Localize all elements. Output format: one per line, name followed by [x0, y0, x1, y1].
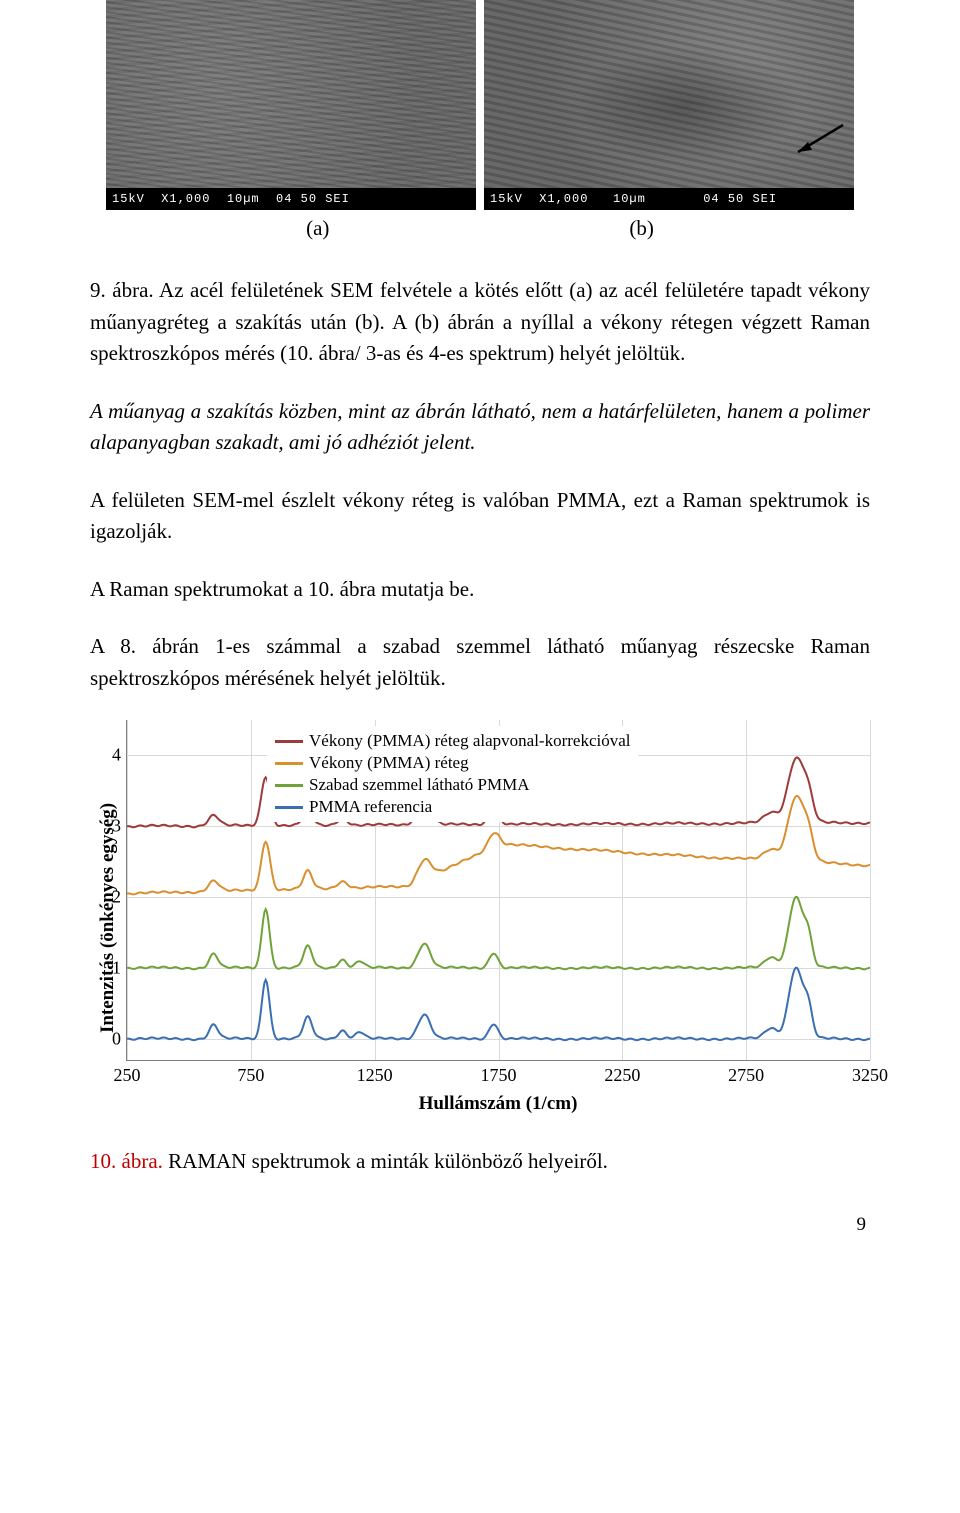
sem-texture	[484, 0, 854, 210]
text: 1-es számmal a szabad szemmel látható mű…	[90, 634, 870, 690]
legend-label: PMMA referencia	[309, 796, 432, 818]
paragraph: A felületen SEM-mel észlelt vékony réteg…	[90, 485, 870, 548]
chart-legend: Vékony (PMMA) réteg alapvonal-korrekcióv…	[267, 726, 638, 822]
page-number: 9	[90, 1214, 870, 1236]
fig9-caption: 9. ábra. Az acél felületének SEM felvéte…	[90, 275, 870, 370]
text: RAMAN spektrumok a minták különböző hely…	[163, 1149, 608, 1173]
paragraph: A Raman spektrumokat a 10. ábra mutatja …	[90, 574, 870, 606]
text: / 3-as és 4-es spektrum) helyét jelöltük…	[355, 341, 686, 365]
sem-info-bar-b: 15kV X1,000 10µm 04 50 SEI	[484, 188, 854, 210]
spectrum-line	[127, 968, 870, 1040]
raman-chart: Intenzitás (önkényes egység) Vékony (PMM…	[90, 720, 870, 1115]
sem-texture	[106, 0, 476, 210]
sem-image-a: 15kV X1,000 10µm 04 50 SEI	[106, 0, 476, 210]
y-tick-label: 1	[93, 957, 121, 978]
x-tick-label: 1750	[481, 1065, 517, 1086]
fig-label: 9. ábra.	[90, 278, 154, 302]
arrow-annotation: 2.	[788, 120, 848, 160]
fig10-caption: 10. ábra. RAMAN spektrumok a minták külö…	[90, 1149, 870, 1174]
y-tick-label: 2	[93, 887, 121, 908]
sem-image-b: 2. 15kV X1,000 10µm 04 50 SEI	[484, 0, 854, 210]
gridline	[870, 720, 871, 1060]
x-axis-label: Hullámszám (1/cm)	[126, 1093, 870, 1115]
y-axis-label-container: Intenzitás (önkényes egység)	[90, 720, 126, 1115]
y-tick-label: 0	[93, 1028, 121, 1049]
paragraph: A 8. ábrán 1-es számmal a szabad szemmel…	[90, 631, 870, 694]
text: mutatja be.	[376, 577, 475, 601]
paragraph-italic: A műanyag a szakítás közben, mint az ábr…	[90, 396, 870, 459]
x-tick-label: 250	[114, 1065, 141, 1086]
legend-label: Szabad szemmel látható PMMA	[309, 774, 530, 796]
sem-image-row: 15kV X1,000 10µm 04 50 SEI 2. 15kV X1,00…	[90, 0, 870, 210]
sem-info-bar-a: 15kV X1,000 10µm 04 50 SEI	[106, 188, 476, 210]
legend-row: PMMA referencia	[275, 796, 630, 818]
fig-label: 10. ábra.	[90, 1149, 163, 1173]
fig-ref: 10. ábra	[308, 577, 376, 601]
legend-row: Vékony (PMMA) réteg alapvonal-korrekcióv…	[275, 730, 630, 752]
legend-row: Szabad szemmel látható PMMA	[275, 774, 630, 796]
y-tick-label: 4	[93, 745, 121, 766]
legend-swatch	[275, 784, 303, 787]
chart-plot-area: Vékony (PMMA) réteg alapvonal-korrekcióv…	[126, 720, 870, 1061]
legend-row: Vékony (PMMA) réteg	[275, 752, 630, 774]
subfigure-labels: (a) (b)	[90, 216, 870, 241]
legend-label: Vékony (PMMA) réteg	[309, 752, 469, 774]
x-tick-label: 750	[237, 1065, 264, 1086]
x-tick-label: 2250	[604, 1065, 640, 1086]
legend-label: Vékony (PMMA) réteg alapvonal-korrekcióv…	[309, 730, 630, 752]
x-tick-label: 3250	[852, 1065, 888, 1086]
fig-ref: 8. ábrán	[120, 634, 199, 658]
x-tick-label: 1250	[357, 1065, 393, 1086]
x-tick-label: 2750	[728, 1065, 764, 1086]
text: A Raman spektrumokat a	[90, 577, 308, 601]
legend-swatch	[275, 806, 303, 809]
y-axis-label: Intenzitás (önkényes egység)	[97, 802, 119, 1032]
spectrum-line	[127, 897, 870, 969]
legend-swatch	[275, 740, 303, 743]
text: A	[90, 634, 120, 658]
label-a: (a)	[306, 216, 329, 241]
label-b: (b)	[629, 216, 654, 241]
y-tick-label: 3	[93, 816, 121, 837]
fig-ref: 10. ábra	[287, 341, 355, 365]
legend-swatch	[275, 762, 303, 765]
